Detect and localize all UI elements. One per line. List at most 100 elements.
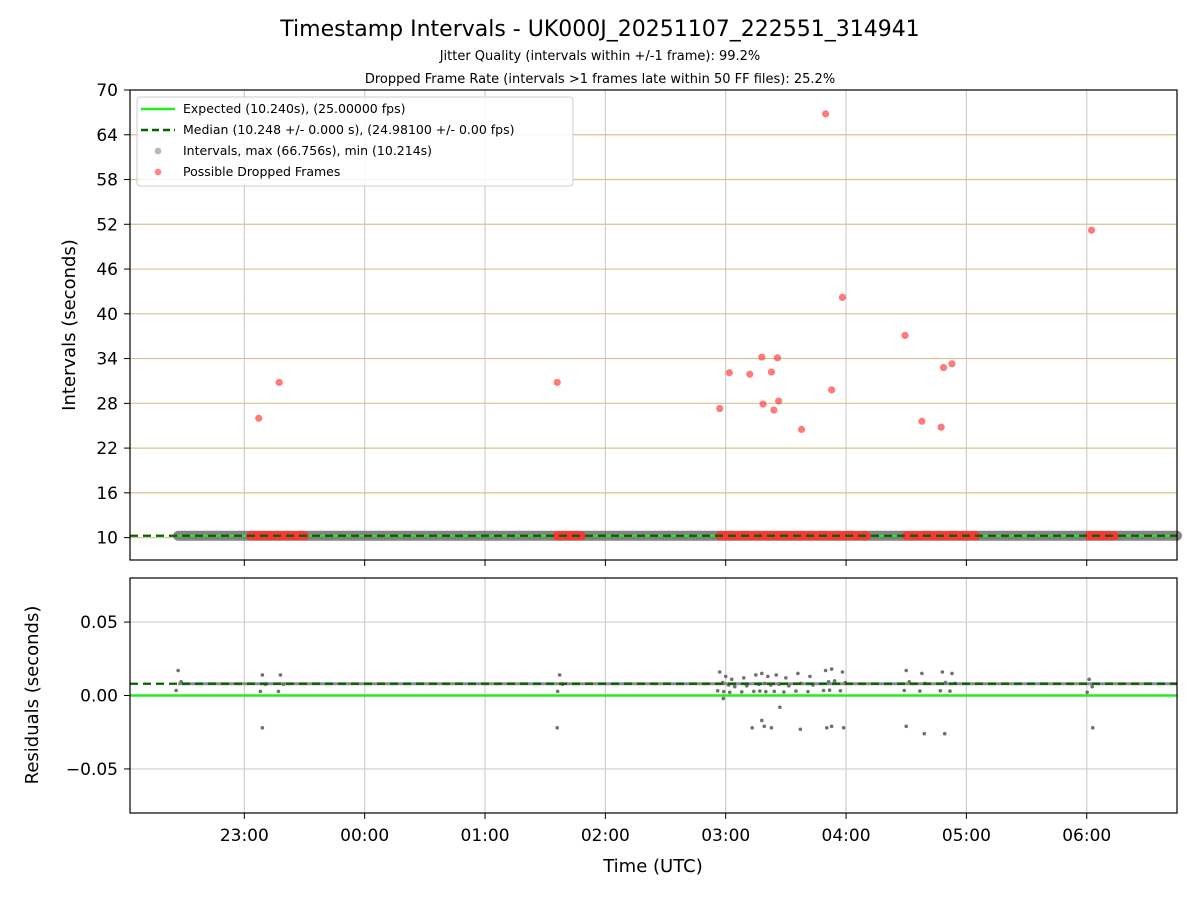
- x-tick-label: 03:00: [701, 826, 750, 846]
- residual-spike-point: [787, 684, 791, 688]
- residual-spike-point: [918, 689, 922, 693]
- x-tick-label: 01:00: [461, 826, 510, 846]
- x-tick-label: 23:00: [220, 826, 269, 846]
- residual-spike-point: [717, 670, 722, 674]
- intervals-grid: [130, 90, 1177, 560]
- x-tick-label: 05:00: [942, 826, 991, 846]
- residual-outlier-point: [721, 696, 726, 701]
- residual-outlier-point: [841, 726, 846, 730]
- dropped-frame-point: [255, 414, 263, 422]
- residual-spike-point: [260, 673, 265, 677]
- dropped-frame-point: [918, 417, 926, 425]
- residual-spike-point: [808, 674, 812, 679]
- dropped-frame-point: [275, 378, 283, 387]
- residual-outlier-point: [260, 726, 265, 730]
- residual-outlier-point: [762, 724, 767, 729]
- residual-spike-point: [732, 684, 737, 689]
- residual-spike-point: [774, 673, 779, 677]
- dropped-frame-point: [770, 406, 778, 414]
- residual-outlier-point: [904, 724, 909, 729]
- legend-expected-label: Expected (10.240s), (25.00000 fps): [183, 101, 405, 116]
- residual-spike-point: [840, 670, 845, 674]
- residual-spike-point: [753, 673, 758, 677]
- residual-spike-point: [729, 677, 734, 682]
- residual-spike-point: [276, 689, 281, 694]
- intervals-y-tick-label: 10: [96, 529, 118, 549]
- residual-spike-point: [827, 688, 832, 693]
- dropped-frame-point: [725, 369, 733, 377]
- residual-spike-point: [758, 689, 762, 693]
- residual-outlier-point: [750, 726, 754, 730]
- dropped-frame-point: [937, 423, 945, 431]
- dropped-frame-point: [948, 360, 956, 368]
- residual-spike-point: [723, 674, 728, 679]
- intervals-y-tick-label: 34: [96, 350, 118, 370]
- residual-spike-point: [744, 684, 749, 688]
- residual-spike-point: [806, 689, 810, 694]
- x-tick-label: 00:00: [340, 826, 389, 846]
- intervals-y-tick-label: 16: [96, 484, 118, 504]
- dropped-frame-point: [746, 370, 754, 378]
- residual-spike-point: [920, 671, 924, 676]
- legend-intervals-label: Intervals, max (66.756s), min (10.214s): [183, 143, 432, 158]
- dropped-frame-point: [716, 404, 724, 413]
- residual-spike-point: [174, 688, 178, 693]
- dropped-frame-point: [767, 368, 776, 376]
- residual-outlier-point: [769, 726, 774, 730]
- intervals-y-label: Intervals (seconds): [59, 239, 80, 411]
- intervals-y-axis: 10 16 22 28 34 40 46 52 58 64 70: [96, 81, 130, 549]
- residual-spike-point: [721, 689, 726, 694]
- residual-spike-point: [176, 668, 180, 673]
- residual-spike-point: [904, 668, 909, 673]
- intervals-y-tick-label: 58: [96, 171, 118, 191]
- residual-spike-point: [796, 671, 800, 676]
- residuals-series: [130, 667, 1177, 736]
- chart-subtitle-dropped: Dropped Frame Rate (intervals >1 frames …: [365, 72, 835, 87]
- chart-title: Timestamp Intervals - UK000J_20251107_22…: [279, 17, 919, 42]
- residual-spike-point: [760, 671, 764, 676]
- residual-spike-point: [794, 689, 798, 693]
- residual-spike-point: [258, 689, 263, 694]
- residual-spike-point: [715, 689, 720, 693]
- x-tick-label: 02:00: [581, 826, 630, 846]
- residual-spike-point: [821, 688, 826, 693]
- time-x-axis: 23:00 00:00 01:00 02:00 03:00 04:00 05:00 06:00: [220, 813, 1111, 846]
- residual-outlier-point: [824, 726, 829, 730]
- residual-spike-point: [826, 679, 831, 684]
- residual-spike-point: [1087, 677, 1091, 682]
- residual-spike-point: [784, 676, 788, 680]
- residual-spike-point: [823, 668, 828, 673]
- dropped-frame-point: [1087, 226, 1096, 234]
- dropped-frame-point: [758, 353, 766, 361]
- x-axis-label: Time (UTC): [602, 856, 703, 877]
- residuals-y-axis: −0.05 0.00 0.05: [66, 613, 130, 780]
- residual-outlier-point: [829, 724, 834, 729]
- residual-outlier-point: [760, 718, 764, 723]
- intervals-plot-frame: [129, 89, 1178, 561]
- residual-spike-point: [727, 690, 732, 695]
- x-tick-label: 06:00: [1062, 826, 1111, 846]
- residual-spike-point: [950, 671, 954, 676]
- residual-spike-point: [751, 689, 756, 694]
- intervals-y-tick-label: 46: [96, 260, 118, 280]
- legend-box: [136, 96, 574, 187]
- residual-spike-point: [943, 680, 948, 685]
- legend-dropped-marker: [154, 168, 162, 176]
- residual-spike-point: [281, 682, 286, 686]
- residual-outlier-point: [942, 731, 947, 736]
- intervals-y-tick-label: 52: [96, 215, 118, 235]
- residual-spike-point: [1090, 684, 1094, 689]
- residual-spike-point: [829, 667, 834, 671]
- residuals-y-tick-label: 0.05: [80, 613, 118, 633]
- residual-spike-point: [902, 688, 907, 693]
- residual-spike-point: [763, 681, 767, 686]
- residual-spike-point: [739, 690, 744, 694]
- legend: Expected (10.240s), (25.00000 fps) Media…: [136, 96, 574, 187]
- dropped-frame-point: [821, 110, 830, 118]
- dropped-frame-point: [773, 354, 782, 362]
- intervals-y-tick-label: 22: [96, 439, 118, 459]
- residual-outlier-point: [778, 705, 782, 710]
- residual-spike-point: [278, 673, 283, 677]
- intervals-y-tick-label: 64: [96, 126, 118, 146]
